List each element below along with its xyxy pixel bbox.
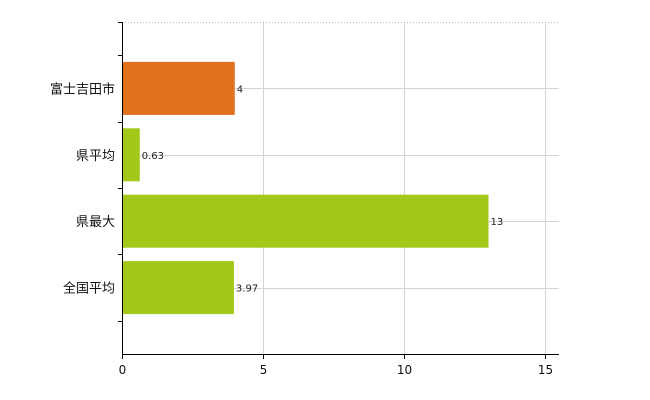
x-tick-label-15: 15 — [538, 363, 553, 377]
axes — [118, 22, 559, 359]
bar-1 — [122, 128, 140, 182]
data-label-0: 4 — [237, 84, 243, 95]
x-tick-label-5: 5 — [260, 363, 268, 377]
category-label-1: 県平均 — [76, 149, 115, 164]
category-label-3: 全国平均 — [63, 281, 115, 297]
bar-0 — [122, 61, 235, 115]
bars — [122, 61, 489, 315]
category-label-0: 富士吉田市 — [50, 81, 115, 97]
bar-2 — [122, 194, 489, 248]
category-label-2: 県最大 — [76, 215, 115, 230]
x-tick-label-10: 10 — [397, 363, 412, 377]
data-label-2: 13 — [491, 217, 504, 228]
x-tick-label-0: 0 — [119, 363, 127, 377]
data-label-1: 0.63 — [142, 151, 164, 162]
data-label-3: 3.97 — [236, 284, 258, 295]
bar-3 — [122, 261, 234, 315]
